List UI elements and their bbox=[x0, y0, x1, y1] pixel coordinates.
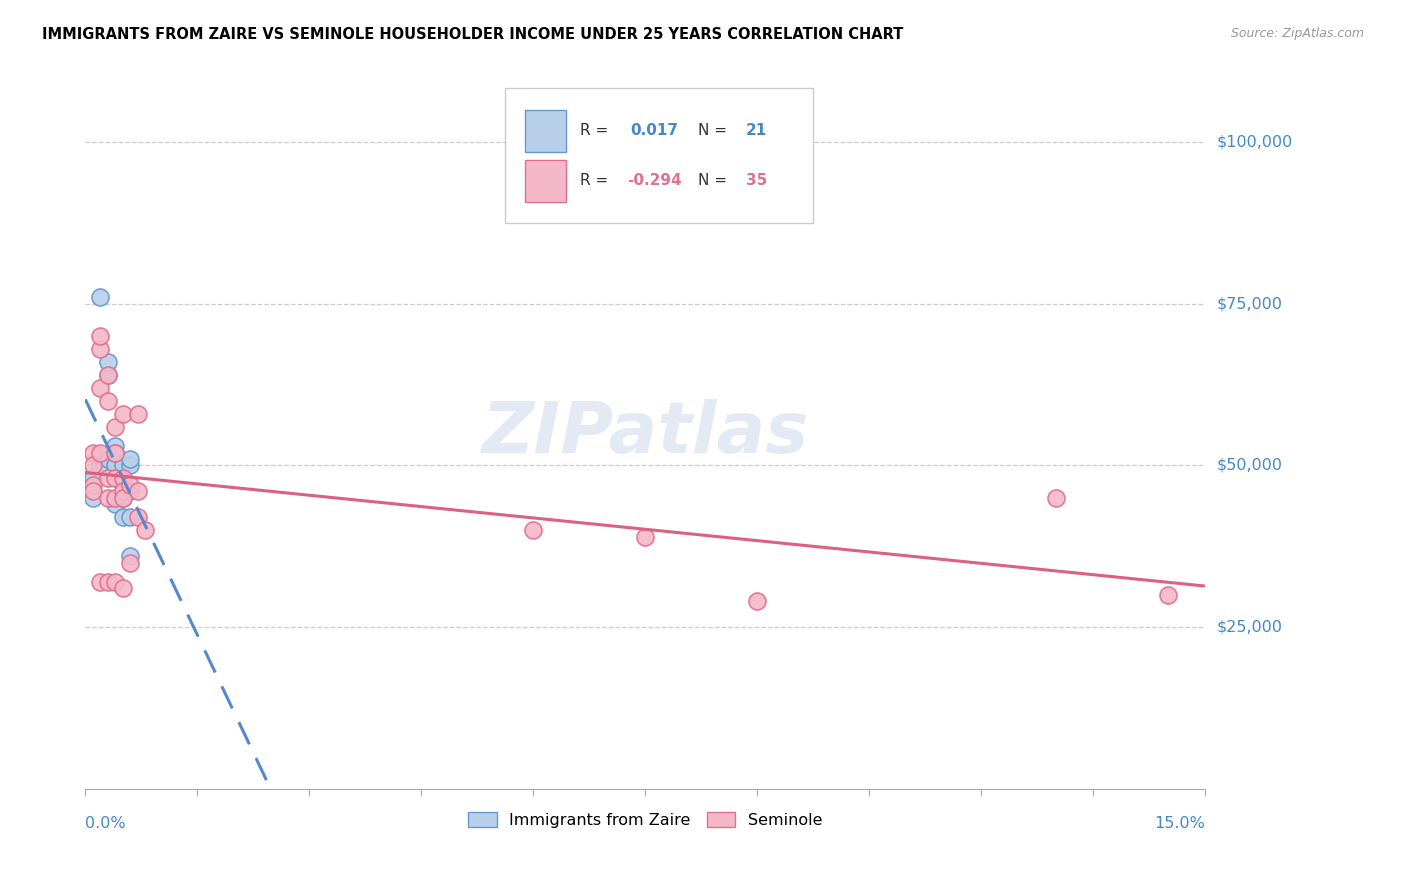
Point bbox=[89, 329, 111, 343]
Point bbox=[82, 458, 104, 473]
Point bbox=[120, 549, 142, 563]
Point bbox=[104, 439, 127, 453]
Point bbox=[82, 484, 104, 499]
Legend: Immigrants from Zaire, Seminole: Immigrants from Zaire, Seminole bbox=[461, 805, 830, 834]
Point bbox=[82, 471, 104, 485]
Point bbox=[127, 510, 149, 524]
Text: 35: 35 bbox=[747, 173, 768, 188]
Point bbox=[111, 471, 134, 485]
Point bbox=[111, 407, 134, 421]
Point bbox=[1045, 491, 1067, 505]
Text: R =: R = bbox=[581, 123, 613, 138]
Point bbox=[97, 491, 120, 505]
Point bbox=[111, 458, 134, 473]
Point bbox=[89, 458, 111, 473]
Point bbox=[120, 452, 142, 467]
FancyBboxPatch shape bbox=[526, 160, 565, 202]
Point bbox=[104, 445, 127, 459]
Point bbox=[120, 458, 142, 473]
Text: $50,000: $50,000 bbox=[1216, 458, 1282, 473]
Point bbox=[120, 556, 142, 570]
Point bbox=[97, 368, 120, 382]
Point bbox=[134, 523, 156, 537]
Point bbox=[111, 491, 134, 505]
Point bbox=[127, 484, 149, 499]
FancyBboxPatch shape bbox=[505, 88, 813, 223]
Point bbox=[111, 471, 134, 485]
Point bbox=[104, 574, 127, 589]
Point bbox=[127, 407, 149, 421]
Point bbox=[120, 484, 142, 499]
Text: 21: 21 bbox=[747, 123, 768, 138]
Point bbox=[104, 458, 127, 473]
Text: $25,000: $25,000 bbox=[1216, 620, 1282, 635]
Point bbox=[104, 491, 127, 505]
Text: 15.0%: 15.0% bbox=[1154, 816, 1205, 830]
Text: R =: R = bbox=[581, 173, 613, 188]
Point bbox=[97, 471, 120, 485]
Text: ZIPatlas: ZIPatlas bbox=[482, 399, 808, 467]
Point bbox=[111, 582, 134, 596]
Point bbox=[104, 419, 127, 434]
Point bbox=[104, 471, 127, 485]
Point bbox=[97, 393, 120, 408]
Text: Source: ZipAtlas.com: Source: ZipAtlas.com bbox=[1230, 27, 1364, 40]
Point bbox=[97, 368, 120, 382]
Point bbox=[89, 342, 111, 356]
Text: $100,000: $100,000 bbox=[1216, 135, 1292, 150]
Point bbox=[120, 510, 142, 524]
Point bbox=[97, 355, 120, 369]
Point bbox=[97, 452, 120, 467]
Point bbox=[111, 484, 134, 499]
Point bbox=[634, 530, 657, 544]
Point bbox=[82, 445, 104, 459]
Text: $75,000: $75,000 bbox=[1216, 296, 1282, 311]
Point bbox=[111, 510, 134, 524]
Point bbox=[111, 478, 134, 492]
FancyBboxPatch shape bbox=[526, 110, 565, 152]
Point bbox=[120, 478, 142, 492]
Text: N =: N = bbox=[697, 123, 731, 138]
Point bbox=[747, 594, 769, 608]
Point bbox=[89, 381, 111, 395]
Text: N =: N = bbox=[697, 173, 731, 188]
Text: IMMIGRANTS FROM ZAIRE VS SEMINOLE HOUSEHOLDER INCOME UNDER 25 YEARS CORRELATION : IMMIGRANTS FROM ZAIRE VS SEMINOLE HOUSEH… bbox=[42, 27, 904, 42]
Point bbox=[89, 290, 111, 304]
Point bbox=[1157, 588, 1180, 602]
Point bbox=[522, 523, 544, 537]
Text: -0.294: -0.294 bbox=[627, 173, 682, 188]
Point bbox=[97, 574, 120, 589]
Text: 0.017: 0.017 bbox=[631, 123, 679, 138]
Point bbox=[104, 497, 127, 511]
Point bbox=[104, 445, 127, 459]
Point bbox=[111, 491, 134, 505]
Point bbox=[82, 478, 104, 492]
Point bbox=[82, 491, 104, 505]
Point bbox=[89, 445, 111, 459]
Text: 0.0%: 0.0% bbox=[86, 816, 127, 830]
Point bbox=[89, 574, 111, 589]
